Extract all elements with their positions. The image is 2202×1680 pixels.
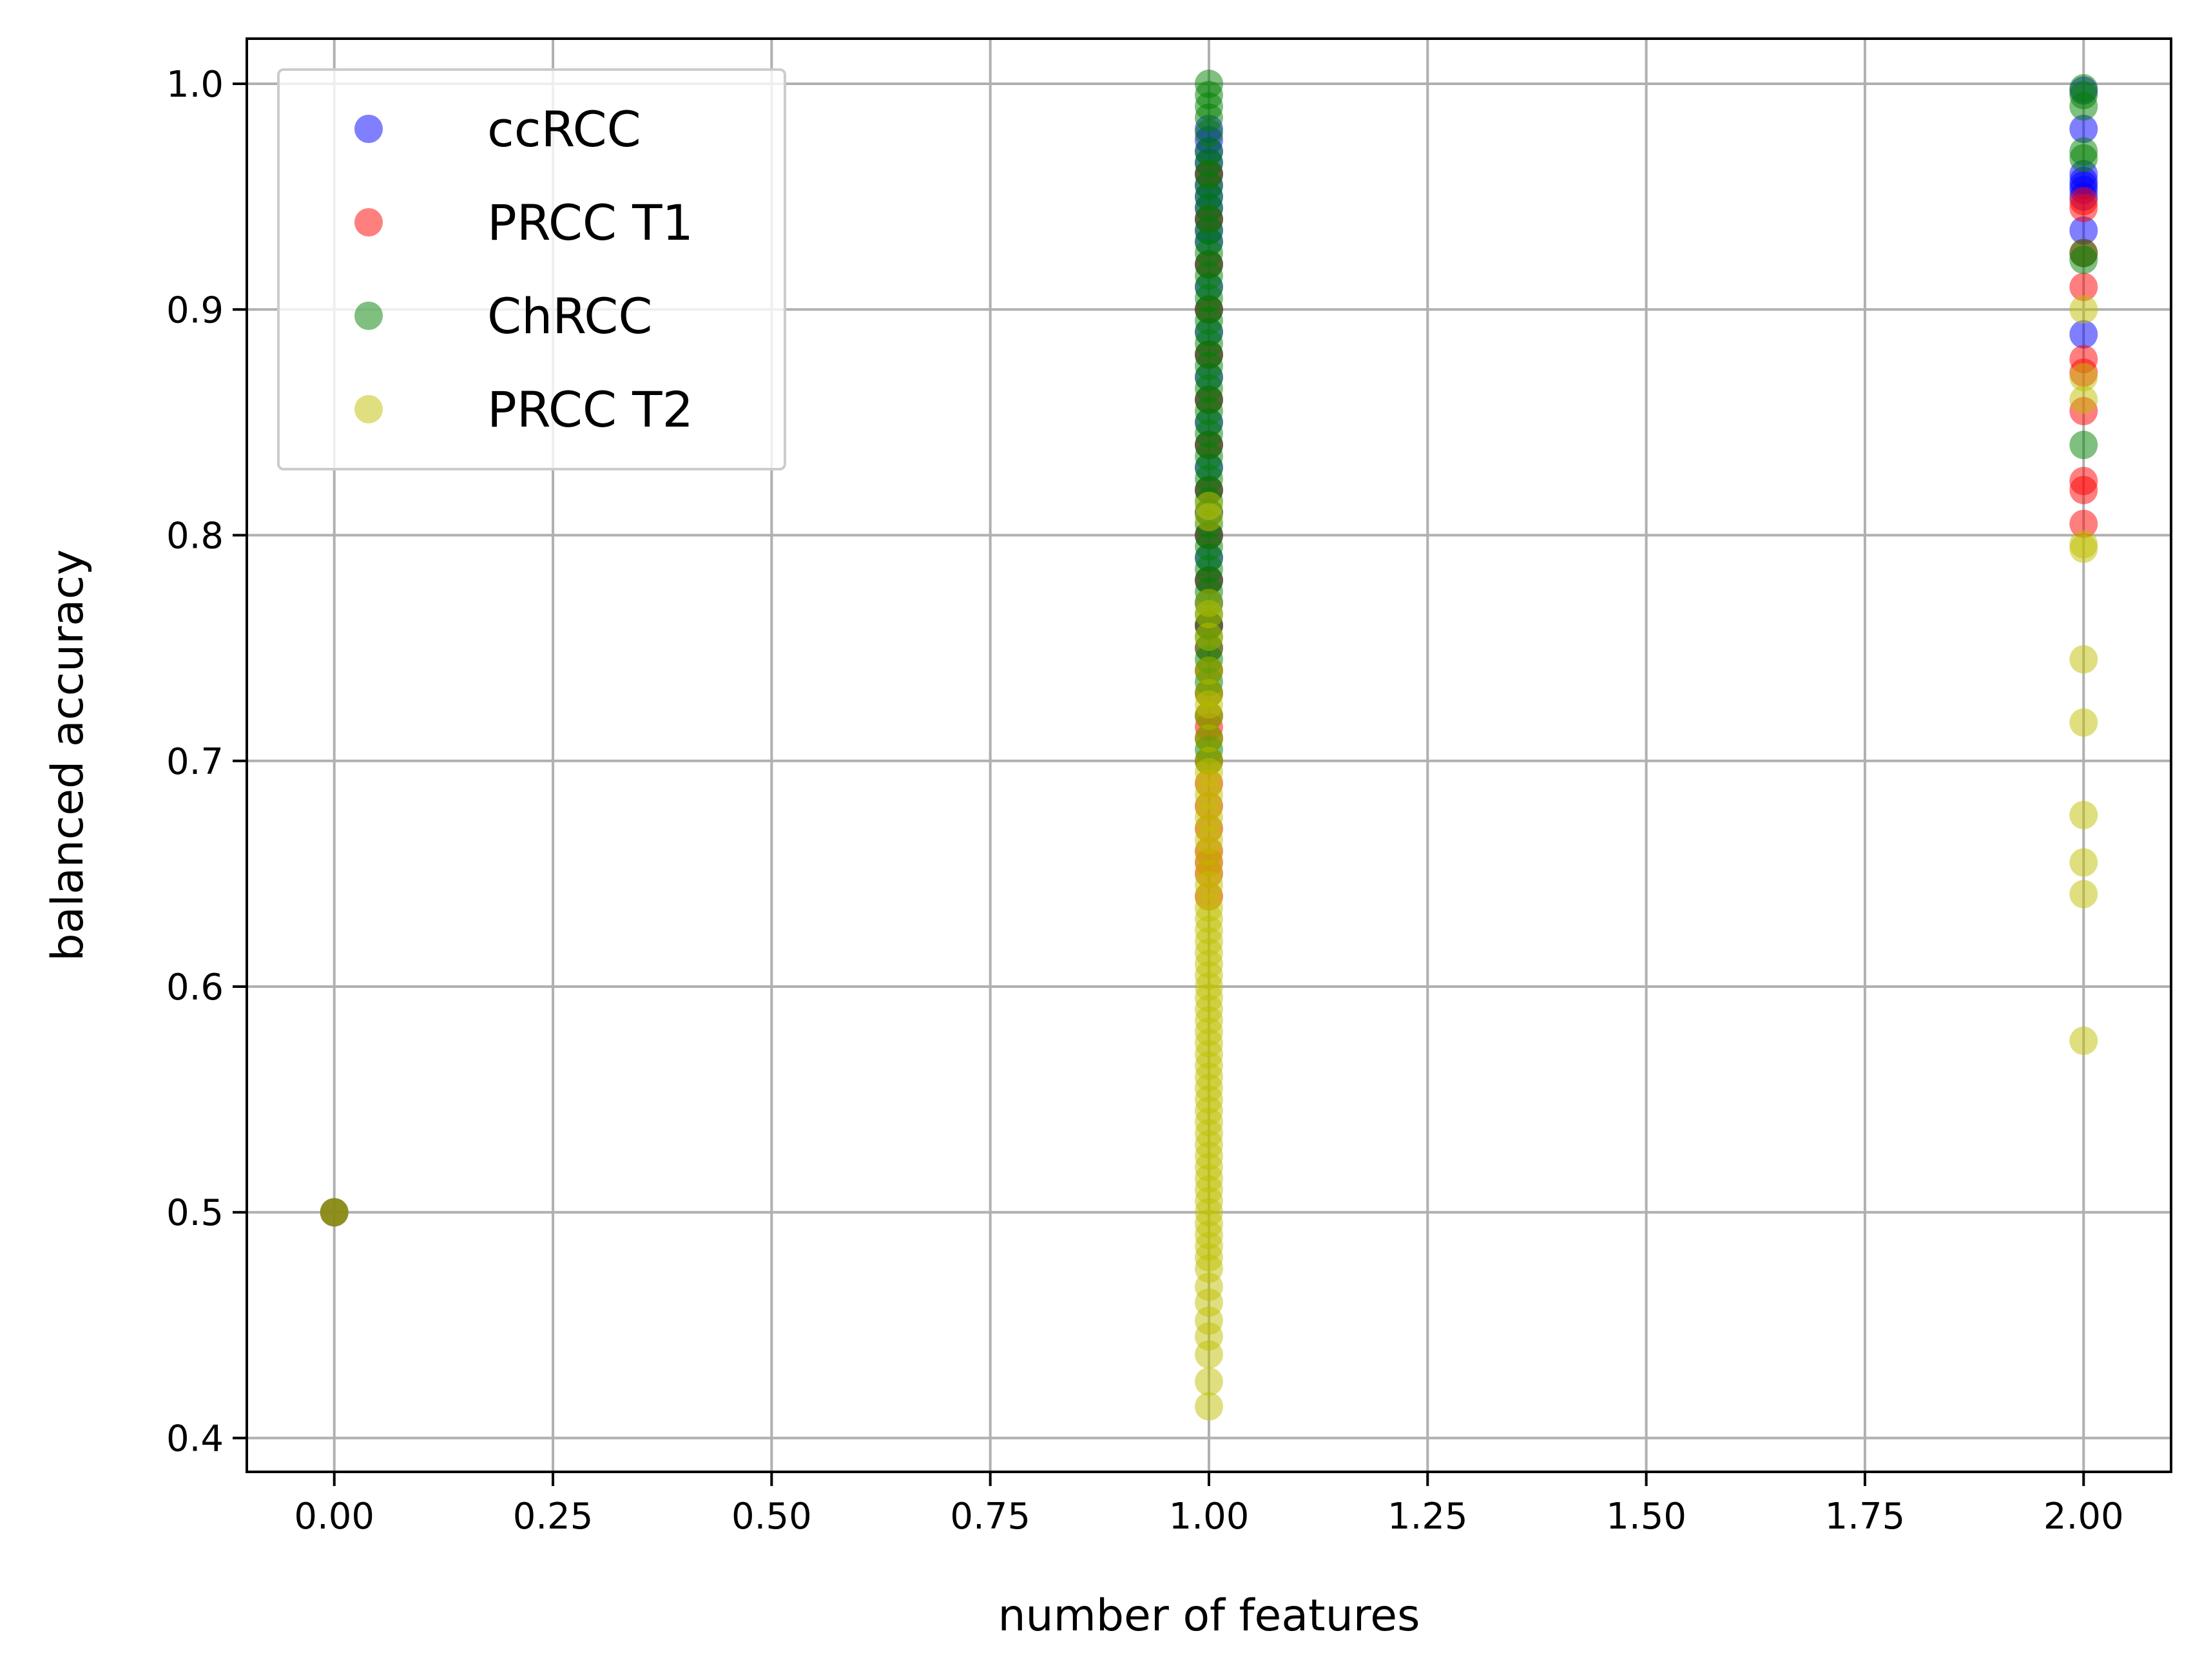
data-point — [1195, 623, 1223, 652]
data-point — [2069, 510, 2098, 539]
data-point — [1195, 1392, 1223, 1421]
data-point — [1195, 701, 1223, 730]
x-tick-label: 2.00 — [2043, 1496, 2124, 1538]
legend-marker — [354, 395, 383, 423]
data-point — [2069, 216, 2098, 245]
data-point — [2069, 144, 2098, 173]
data-point — [2069, 534, 2098, 563]
data-point — [2069, 193, 2098, 222]
data-point — [2069, 800, 2098, 829]
y-tick-label: 0.9 — [166, 289, 224, 331]
y-tick-label: 0.7 — [166, 741, 224, 783]
data-point — [1195, 656, 1223, 685]
data-point — [1195, 1367, 1223, 1396]
data-point — [2069, 880, 2098, 909]
y-axis-ticks: 0.4 0.5 0.6 0.7 0.8 0.9 1.0 — [166, 64, 247, 1460]
x-tick-label: 1.50 — [1606, 1496, 1686, 1538]
y-tick-label: 0.6 — [166, 967, 224, 1009]
data-point — [1195, 1340, 1223, 1369]
x-tick-label: 1.00 — [1169, 1496, 1250, 1538]
x-axis-label: number of features — [998, 1590, 1420, 1641]
x-tick-label: 0.75 — [950, 1496, 1030, 1538]
y-tick-label: 1.0 — [166, 64, 224, 106]
series-prcc-t2 — [320, 295, 2098, 1421]
legend-label: PRCC T1 — [487, 194, 693, 251]
x-axis-ticks: 0.00 0.25 0.50 0.75 1.00 1.25 1.50 1.75 2.00 — [294, 1472, 2124, 1538]
legend-marker — [354, 115, 383, 143]
data-point — [2069, 246, 2098, 275]
data-point — [2069, 115, 2098, 144]
y-tick-label: 0.4 — [166, 1418, 224, 1460]
data-point — [1195, 724, 1223, 753]
data-points — [320, 70, 2098, 1421]
legend-box — [277, 68, 786, 470]
data-point — [2069, 645, 2098, 674]
data-point — [1195, 503, 1223, 532]
legend-label: PRCC T2 — [487, 381, 693, 438]
data-point — [2069, 273, 2098, 302]
data-point — [2069, 708, 2098, 737]
legend-label: ChRCC — [487, 287, 652, 345]
data-point — [2069, 476, 2098, 505]
legend-marker — [354, 208, 383, 237]
x-tick-label: 0.00 — [294, 1496, 374, 1538]
data-point — [2069, 295, 2098, 324]
y-tick-label: 0.5 — [166, 1192, 224, 1234]
x-tick-label: 1.75 — [1825, 1496, 1906, 1538]
x-tick-label: 0.25 — [513, 1496, 594, 1538]
data-point — [2069, 1027, 2098, 1056]
legend: ccRCC PRCC T1 ChRCC PRCC T2 — [277, 68, 786, 470]
y-tick-label: 0.8 — [166, 516, 224, 557]
data-point — [1195, 600, 1223, 629]
x-tick-label: 0.50 — [731, 1496, 812, 1538]
data-point — [2069, 385, 2098, 414]
x-tick-label: 1.25 — [1387, 1496, 1468, 1538]
data-point — [320, 1198, 349, 1227]
data-point — [2069, 430, 2098, 459]
data-point — [2069, 92, 2098, 121]
data-point — [2069, 848, 2098, 877]
y-axis-label: balanced accuracy — [43, 549, 93, 961]
legend-label: ccRCC — [487, 101, 641, 158]
data-point — [2069, 320, 2098, 349]
legend-marker — [354, 302, 383, 330]
data-point — [2069, 363, 2098, 392]
